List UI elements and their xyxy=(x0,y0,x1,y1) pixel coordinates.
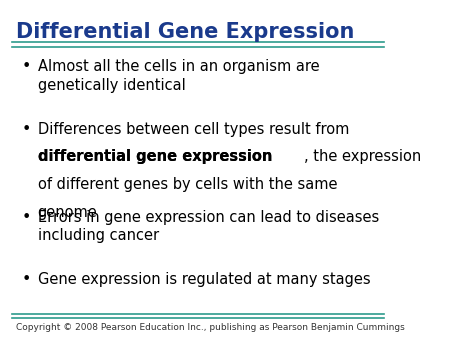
Text: •: • xyxy=(22,272,31,287)
Text: , the expression: , the expression xyxy=(304,149,421,164)
Text: of different genes by cells with the same: of different genes by cells with the sam… xyxy=(38,177,337,192)
Text: Gene expression is regulated at many stages: Gene expression is regulated at many sta… xyxy=(38,272,370,287)
Text: genome: genome xyxy=(38,205,97,220)
Text: differential gene expression: differential gene expression xyxy=(38,149,272,164)
Text: differential gene expression: differential gene expression xyxy=(38,149,272,164)
Text: •: • xyxy=(22,59,31,74)
Text: Errors in gene expression can lead to diseases
including cancer: Errors in gene expression can lead to di… xyxy=(38,210,379,243)
Text: Differences between cell types result from: Differences between cell types result fr… xyxy=(38,122,349,137)
Text: •: • xyxy=(22,122,31,137)
Text: Differential Gene Expression: Differential Gene Expression xyxy=(16,22,354,42)
Text: •: • xyxy=(22,210,31,224)
Text: Almost all the cells in an organism are
genetically identical: Almost all the cells in an organism are … xyxy=(38,59,319,93)
Text: Copyright © 2008 Pearson Education Inc., publishing as Pearson Benjamin Cummings: Copyright © 2008 Pearson Education Inc.,… xyxy=(16,323,405,332)
